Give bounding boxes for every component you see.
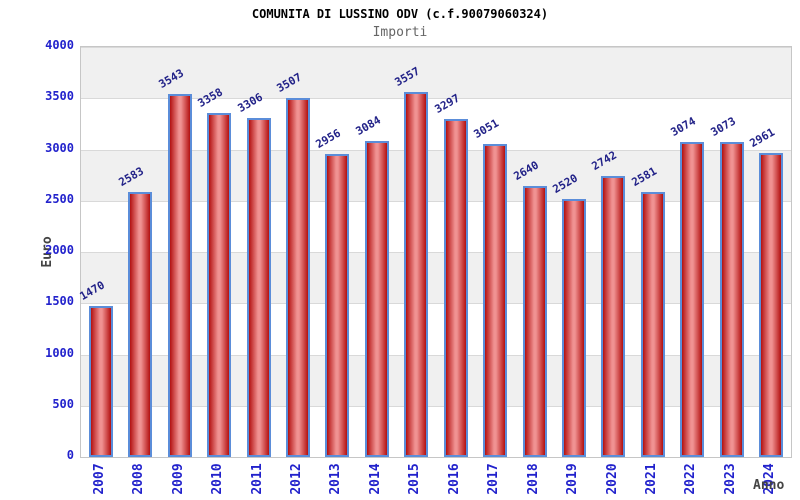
x-tick-label: 2017	[486, 463, 502, 495]
bar-2008	[128, 192, 152, 457]
plot-band	[81, 149, 791, 201]
x-tick-label: 2014	[367, 463, 383, 495]
y-tick-label: 500	[52, 396, 74, 411]
plot-band	[81, 303, 791, 355]
y-tick-label: 1000	[45, 345, 74, 360]
x-tick-label: 2013	[328, 463, 344, 495]
x-tick-label: 2018	[525, 463, 541, 495]
chart-subtitle: Importi	[372, 25, 428, 40]
bar-2019	[562, 199, 586, 457]
y-tick-label: 0	[66, 448, 74, 462]
bar-2010	[207, 113, 231, 457]
bar-2013	[325, 154, 349, 457]
x-tick-label: 2021	[643, 463, 659, 495]
bar-2015	[404, 92, 428, 457]
x-tick-label: 2008	[131, 463, 147, 495]
gridline	[81, 149, 791, 151]
bar-2017	[483, 144, 507, 457]
gridline	[81, 47, 791, 48]
gridline	[81, 405, 791, 407]
gridline	[81, 303, 791, 305]
y-tick-label: 4000	[45, 38, 74, 52]
x-tick-label: 2016	[446, 463, 462, 495]
gridline	[81, 98, 791, 100]
x-tick-label: 2015	[407, 463, 423, 495]
plot-band	[81, 200, 791, 252]
y-tick-label: 2000	[45, 243, 74, 257]
gridline	[81, 200, 791, 202]
x-axis-title: Anno	[753, 478, 785, 493]
x-tick-label: 2012	[288, 463, 304, 495]
plot-band	[81, 98, 791, 150]
x-tick-label: 2009	[170, 463, 186, 495]
x-tick-label: 2010	[210, 463, 226, 495]
bar-2024	[759, 153, 783, 457]
y-tick-label: 3000	[45, 140, 74, 155]
bar-2023	[720, 142, 744, 457]
chart-title: COMUNITA DI LUSSINO ODV (c.f.90079060324…	[251, 7, 549, 21]
bar-2012	[286, 98, 310, 457]
bar-2009	[168, 94, 192, 457]
y-tick-label: 3500	[45, 89, 74, 104]
gridline	[81, 252, 791, 253]
bar-2007	[89, 306, 113, 457]
plot-band	[81, 252, 791, 304]
bar-2022	[680, 142, 704, 457]
bar-2018	[523, 186, 547, 457]
bar-2016	[444, 119, 468, 457]
bar-2021	[641, 192, 665, 457]
plot-band	[81, 47, 791, 99]
plot-band	[81, 354, 791, 406]
gridline	[81, 354, 791, 356]
x-tick-label: 2023	[722, 463, 738, 495]
x-tick-label: 2011	[249, 463, 265, 495]
plot-area: 1470 2583 3543 3358 3306 3507 2956 3084 3557 3297…	[78, 46, 792, 458]
bar-2014	[365, 141, 389, 457]
y-tick-label: 1500	[45, 294, 74, 309]
x-tick-label: 2019	[565, 463, 581, 495]
x-tick-label: 2007	[91, 463, 107, 495]
bar-2011	[247, 118, 271, 457]
bar-2020	[601, 176, 625, 457]
x-tick-label: 2020	[604, 463, 620, 495]
x-tick-label: 2022	[683, 463, 699, 495]
plot-band	[81, 405, 791, 457]
y-tick-label: 2500	[45, 191, 74, 206]
